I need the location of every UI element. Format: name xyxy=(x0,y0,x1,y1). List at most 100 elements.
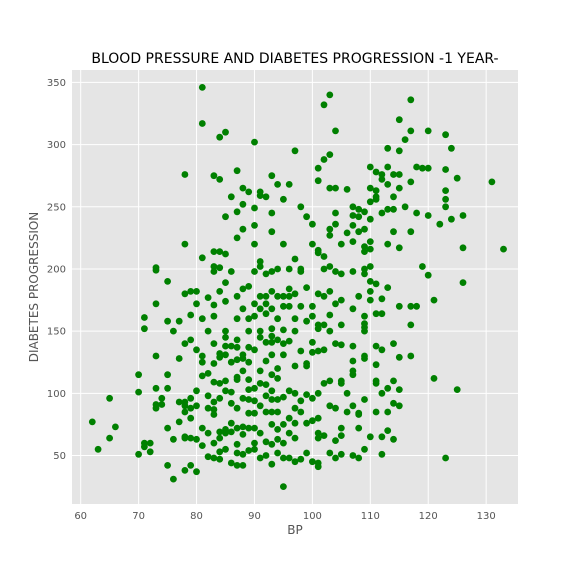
data-point xyxy=(233,462,241,469)
data-point xyxy=(193,468,200,476)
data-point xyxy=(245,396,253,403)
data-point xyxy=(175,317,183,325)
data-point xyxy=(216,434,224,442)
data-point xyxy=(326,402,334,410)
data-point xyxy=(413,163,420,171)
data-point xyxy=(361,243,368,251)
data-point xyxy=(239,394,247,402)
data-point xyxy=(309,458,316,466)
data-point xyxy=(262,193,270,201)
data-point xyxy=(332,220,339,228)
data-point xyxy=(204,327,212,335)
data-point xyxy=(233,356,241,364)
data-point xyxy=(384,427,392,434)
data-point xyxy=(239,431,247,438)
data-point xyxy=(378,450,386,458)
data-point xyxy=(239,200,247,208)
data-point xyxy=(181,171,189,178)
data-point xyxy=(285,414,293,422)
data-point xyxy=(239,450,247,458)
data-point xyxy=(210,411,218,418)
data-point xyxy=(112,423,119,431)
data-point xyxy=(274,426,281,433)
data-point xyxy=(262,357,270,365)
data-point xyxy=(291,255,299,263)
y-tick-label: 100 xyxy=(47,389,66,400)
chart-title: BLOOD PRESSURE AND DIABETES PROGRESSION … xyxy=(91,51,498,67)
data-point xyxy=(170,435,177,443)
data-point xyxy=(390,228,397,236)
data-point xyxy=(378,295,386,303)
data-point xyxy=(187,462,195,469)
data-point xyxy=(239,367,247,375)
data-point xyxy=(407,321,415,329)
data-point xyxy=(216,380,224,387)
data-point xyxy=(245,283,253,290)
data-point xyxy=(384,384,392,392)
data-point xyxy=(233,440,241,448)
y-tick-label: 200 xyxy=(47,264,66,275)
data-point xyxy=(430,296,438,304)
data-point xyxy=(291,327,299,335)
data-point xyxy=(181,290,189,298)
data-point xyxy=(262,381,270,388)
data-point xyxy=(326,449,334,457)
data-point xyxy=(233,343,241,351)
data-point xyxy=(256,367,264,375)
data-point xyxy=(227,388,235,396)
data-point xyxy=(181,433,189,441)
data-point xyxy=(198,254,206,262)
data-point xyxy=(355,424,363,432)
data-point xyxy=(193,387,200,395)
data-point xyxy=(442,454,449,462)
data-point xyxy=(256,327,264,335)
data-point xyxy=(106,434,113,442)
data-point xyxy=(372,408,380,416)
data-point xyxy=(291,419,299,427)
data-point xyxy=(309,394,316,402)
data-point xyxy=(390,340,397,347)
data-point xyxy=(337,270,345,278)
data-point xyxy=(419,164,426,172)
data-point xyxy=(309,417,316,425)
data-point xyxy=(210,398,218,406)
data-point xyxy=(326,184,334,192)
data-point xyxy=(251,384,258,392)
data-point xyxy=(233,167,241,175)
data-point xyxy=(343,408,351,416)
data-point xyxy=(390,193,397,201)
data-point xyxy=(233,292,241,300)
data-point xyxy=(309,240,316,248)
data-point xyxy=(274,375,281,382)
data-point xyxy=(251,439,258,447)
data-point xyxy=(424,127,432,135)
data-point xyxy=(245,343,253,351)
data-point xyxy=(181,240,189,248)
data-point xyxy=(355,292,363,300)
data-point xyxy=(314,434,322,442)
x-tick-labels: 60 70 80 90 100 110 120 130 xyxy=(74,511,495,522)
data-point xyxy=(337,377,345,385)
data-point xyxy=(453,386,461,393)
data-point xyxy=(222,387,229,395)
data-point xyxy=(314,246,322,254)
data-point xyxy=(303,213,310,221)
data-point xyxy=(309,220,316,228)
data-point xyxy=(395,244,403,252)
data-point xyxy=(314,290,322,298)
data-point xyxy=(245,188,253,196)
data-point xyxy=(332,209,339,217)
data-point xyxy=(222,426,229,433)
data-point xyxy=(407,302,415,310)
data-point xyxy=(355,454,363,462)
data-point xyxy=(233,208,241,216)
data-point xyxy=(337,432,345,439)
data-point xyxy=(453,174,461,182)
data-point xyxy=(349,212,357,219)
data-point xyxy=(320,432,328,439)
data-point xyxy=(193,435,200,443)
data-point xyxy=(245,424,253,432)
data-point xyxy=(262,292,270,300)
data-point xyxy=(239,305,247,313)
data-point xyxy=(181,340,189,347)
